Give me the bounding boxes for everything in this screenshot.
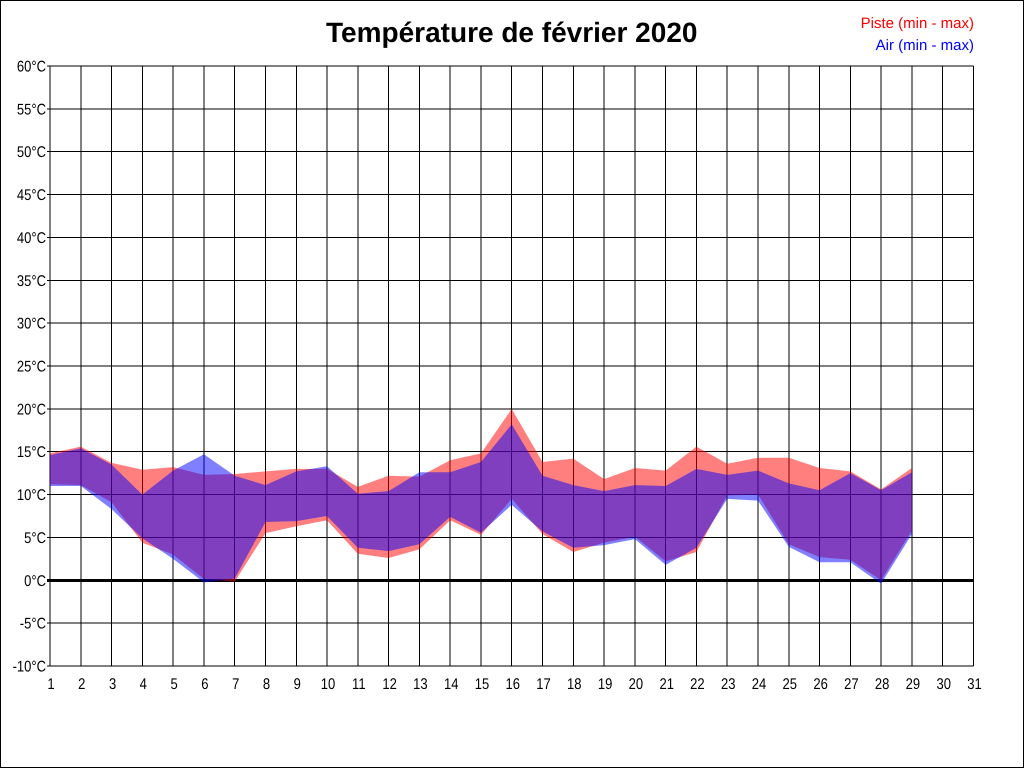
svg-text:40°C: 40°C [17, 230, 46, 247]
svg-text:31: 31 [967, 676, 981, 693]
svg-text:1: 1 [47, 676, 54, 693]
svg-text:16: 16 [505, 676, 519, 693]
svg-text:-5°C: -5°C [20, 616, 46, 633]
svg-text:14: 14 [444, 676, 459, 693]
svg-text:17: 17 [536, 676, 550, 693]
svg-text:3: 3 [109, 676, 116, 693]
svg-text:12: 12 [382, 676, 396, 693]
svg-text:19: 19 [598, 676, 612, 693]
svg-text:10: 10 [321, 676, 336, 693]
svg-text:7: 7 [232, 676, 239, 693]
svg-text:27: 27 [844, 676, 858, 693]
svg-text:11: 11 [352, 676, 366, 693]
svg-text:45°C: 45°C [17, 187, 46, 204]
svg-text:4: 4 [140, 676, 148, 693]
svg-text:20°C: 20°C [17, 401, 46, 418]
svg-text:50°C: 50°C [17, 144, 46, 161]
svg-text:Température de février 2020: Température de février 2020 [326, 17, 697, 48]
svg-text:Piste (min - max): Piste (min - max) [861, 15, 974, 32]
svg-text:15°C: 15°C [17, 444, 46, 461]
svg-text:29: 29 [906, 676, 920, 693]
svg-text:30: 30 [936, 676, 951, 693]
svg-text:Air (min - max): Air (min - max) [876, 37, 974, 54]
svg-text:-10°C: -10°C [13, 659, 46, 676]
svg-text:18: 18 [567, 676, 581, 693]
svg-text:55°C: 55°C [17, 101, 46, 118]
svg-text:25: 25 [783, 676, 797, 693]
svg-text:10°C: 10°C [17, 487, 46, 504]
svg-text:8: 8 [263, 676, 270, 693]
svg-text:13: 13 [413, 676, 427, 693]
svg-text:20: 20 [629, 676, 644, 693]
svg-text:25°C: 25°C [17, 359, 46, 376]
svg-text:28: 28 [875, 676, 889, 693]
svg-text:35°C: 35°C [17, 273, 46, 290]
svg-text:60°C: 60°C [17, 59, 46, 76]
svg-text:9: 9 [294, 676, 301, 693]
svg-text:21: 21 [659, 676, 673, 693]
svg-text:15: 15 [475, 676, 489, 693]
svg-text:30°C: 30°C [17, 316, 46, 333]
svg-text:2: 2 [78, 676, 85, 693]
svg-text:6: 6 [201, 676, 208, 693]
svg-text:5: 5 [170, 676, 177, 693]
svg-text:26: 26 [813, 676, 827, 693]
svg-text:0°C: 0°C [24, 573, 46, 590]
svg-text:24: 24 [752, 676, 767, 693]
svg-text:22: 22 [690, 676, 704, 693]
svg-text:23: 23 [721, 676, 735, 693]
svg-text:5°C: 5°C [24, 530, 46, 547]
